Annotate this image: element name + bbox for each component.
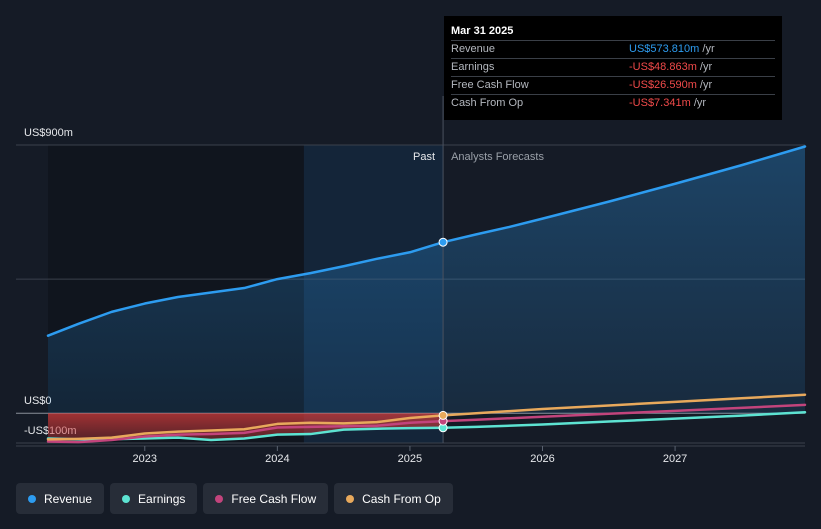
revenue-area	[48, 146, 805, 414]
tooltip-row-value: -US$48.863m /yr	[629, 59, 775, 76]
tooltip-value-number: US$573.810m	[629, 43, 700, 55]
legend-label: Free Cash Flow	[231, 491, 317, 506]
legend-dot-icon	[346, 494, 355, 503]
tooltip-rows: Revenue US$573.810m /yr Earnings -US$48.863…	[451, 40, 775, 112]
tooltip-row: Cash From Op -US$7.341m /yr	[451, 94, 775, 112]
series-point-revenue	[438, 237, 448, 247]
x-tick-label: 2027	[663, 453, 687, 465]
legend-item-revenue[interactable]: Revenue	[16, 483, 105, 514]
tooltip-date: Mar 31 2025	[451, 25, 514, 37]
series-point-cash-from-op	[438, 410, 448, 420]
tooltip-row-label: Earnings	[451, 61, 495, 73]
forecast-label: Analysts Forecasts	[451, 151, 544, 163]
x-tick-label: 2025	[398, 453, 422, 465]
legend-dot-icon	[122, 494, 131, 503]
legend-dot-icon	[28, 494, 36, 503]
tooltip-row-value: US$573.810m /yr	[629, 41, 775, 58]
past-label: Past	[413, 151, 435, 163]
legend-item-cash-from-op[interactable]: Cash From Op	[334, 483, 453, 514]
tooltip-row-label: Revenue	[451, 43, 496, 55]
series-line-revenue	[46, 145, 807, 337]
series-line-earnings	[46, 411, 807, 442]
legend-label: Cash From Op	[362, 491, 441, 506]
legend-label: Revenue	[44, 491, 93, 506]
tooltip: Mar 31 2025 Revenue US$573.810m /yr Earnin…	[444, 16, 782, 120]
tooltip-row: Revenue US$573.810m /yr	[451, 40, 775, 58]
x-tick-label: 2024	[265, 453, 289, 465]
y-tick-label: US$900m	[24, 127, 73, 139]
tooltip-value-number: -US$26.590m	[629, 79, 697, 91]
tooltip-row: Earnings -US$48.863m /yr	[451, 58, 775, 76]
tooltip-row-label: Free Cash Flow	[451, 79, 529, 91]
tooltip-row-label: Cash From Op	[451, 97, 524, 109]
tooltip-row-value: -US$7.341m /yr	[629, 95, 775, 112]
tooltip-value-number: -US$48.863m	[629, 61, 697, 73]
x-tick-label: 2026	[530, 453, 554, 465]
series-line-cash-from-op	[46, 393, 807, 441]
y-tick-label: US$0	[24, 395, 52, 407]
x-tick-label: 2023	[133, 453, 157, 465]
tooltip-value-number: -US$7.341m	[629, 97, 691, 109]
legend: Revenue Earnings Free Cash Flow Cash From O…	[16, 483, 453, 514]
legend-item-free-cash-flow[interactable]: Free Cash Flow	[203, 483, 329, 514]
series-line-free-cash-flow	[46, 403, 807, 444]
tooltip-value-unit: /yr	[696, 79, 713, 91]
legend-dot-icon	[215, 494, 224, 503]
tooltip-value-unit: /yr	[696, 61, 713, 73]
tooltip-value-unit: /yr	[690, 97, 707, 109]
tooltip-row-value: -US$26.590m /yr	[629, 77, 775, 94]
tooltip-row: Free Cash Flow -US$26.590m /yr	[451, 76, 775, 94]
legend-label: Earnings	[138, 491, 186, 506]
legend-item-earnings[interactable]: Earnings	[110, 483, 198, 514]
tooltip-value-unit: /yr	[699, 43, 715, 55]
